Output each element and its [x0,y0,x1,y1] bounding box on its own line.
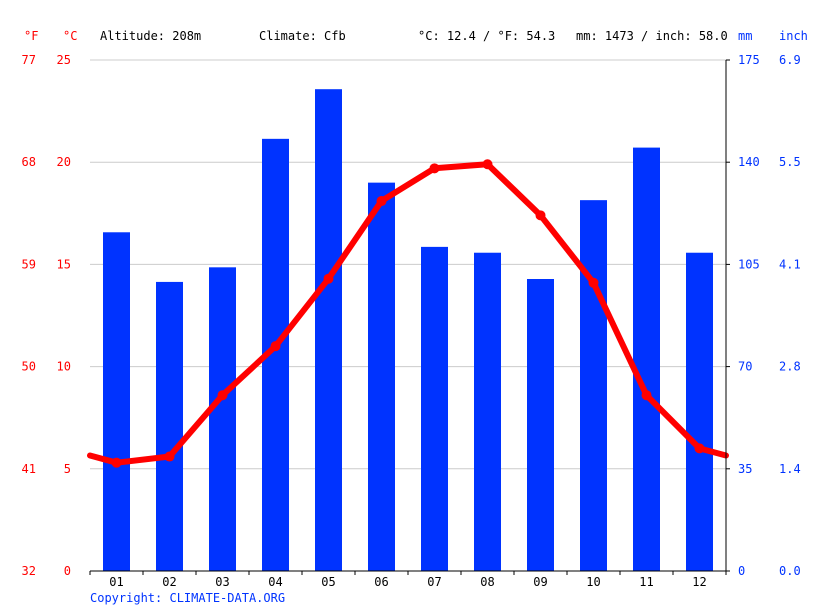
month-tick-label: 07 [427,575,441,589]
unit-celsius-label: °C [63,29,77,43]
inch-tick-label: 0.0 [779,564,801,578]
precipitation-bar [421,246,448,571]
annual-precipitation-label: mm: 1473 / inch: 58.0 [576,29,728,43]
celsius-tick-label: 20 [57,155,71,169]
temperature-point [164,451,175,462]
month-tick-label: 04 [268,575,282,589]
precipitation-bar [315,89,342,571]
inch-tick-label: 2.8 [779,360,801,374]
mm-tick-label: 70 [738,360,752,374]
fahrenheit-tick-label: 59 [22,257,36,271]
mm-tick-label: 105 [738,257,760,271]
celsius-tick-label: 10 [57,360,71,374]
precipitation-bar [580,200,607,571]
month-tick-label: 05 [321,575,335,589]
month-tick-label: 08 [480,575,494,589]
inch-tick-label: 5.5 [779,155,801,169]
precipitation-bar [368,182,395,571]
temperature-point [217,390,228,401]
month-tick-label: 02 [162,575,176,589]
temperature-point [323,273,334,284]
inch-tick-label: 4.1 [779,257,801,271]
precipitation-bar [474,252,501,571]
precipitation-bars [103,89,713,571]
precipitation-bar [156,281,183,571]
temperature-point [376,196,387,207]
copyright-notice: Copyright: CLIMATE-DATA.ORG [90,591,286,605]
month-tick-label: 01 [109,575,123,589]
precipitation-bar [527,279,554,571]
fahrenheit-tick-label: 32 [22,564,36,578]
month-tick-label: 11 [639,575,653,589]
temperature-point [694,443,705,454]
temperature-point [535,210,546,221]
altitude-label: Altitude: 208m [100,29,201,43]
celsius-tick-label: 5 [64,462,71,476]
unit-mm-label: mm [738,29,752,43]
average-temperature-label: °C: 12.4 / °F: 54.3 [418,29,555,43]
axes [89,59,730,575]
temperature-series-line [87,161,729,466]
temperature-point [111,457,122,468]
fahrenheit-tick-label: 50 [22,360,36,374]
mm-tick-label: 175 [738,53,760,67]
unit-inch-label: inch [779,29,808,43]
month-tick-label: 12 [692,575,706,589]
tick-labels: 32 0 0 0.0 41 5 35 1.4 50 10 70 2.8 59 15 105 4.1 68 20 14… [22,53,801,589]
inch-tick-label: 1.4 [779,462,801,476]
precipitation-bar [103,232,130,571]
month-tick-label: 09 [533,575,547,589]
gridlines [90,59,726,470]
celsius-tick-label: 0 [64,564,71,578]
celsius-tick-label: 15 [57,257,71,271]
precipitation-bar [209,267,236,571]
temperature-point [641,390,652,401]
fahrenheit-tick-label: 41 [22,462,36,476]
unit-fahrenheit-label: °F [24,29,38,43]
precipitation-bar [686,252,713,571]
climate-label: Climate: Cfb [259,29,346,43]
temperature-line [87,159,729,468]
celsius-tick-label: 25 [57,53,71,67]
mm-tick-label: 0 [738,564,745,578]
month-tick-label: 03 [215,575,229,589]
fahrenheit-tick-label: 77 [22,53,36,67]
inch-tick-label: 6.9 [779,53,801,67]
temperature-point [482,159,493,170]
mm-tick-label: 140 [738,155,760,169]
temperature-point [270,341,281,352]
month-tick-label: 06 [374,575,388,589]
precipitation-bar [633,147,660,571]
temperature-point [588,277,599,288]
month-tick-label: 10 [586,575,600,589]
temperature-point [429,163,440,174]
mm-tick-label: 35 [738,462,752,476]
fahrenheit-tick-label: 68 [22,155,36,169]
